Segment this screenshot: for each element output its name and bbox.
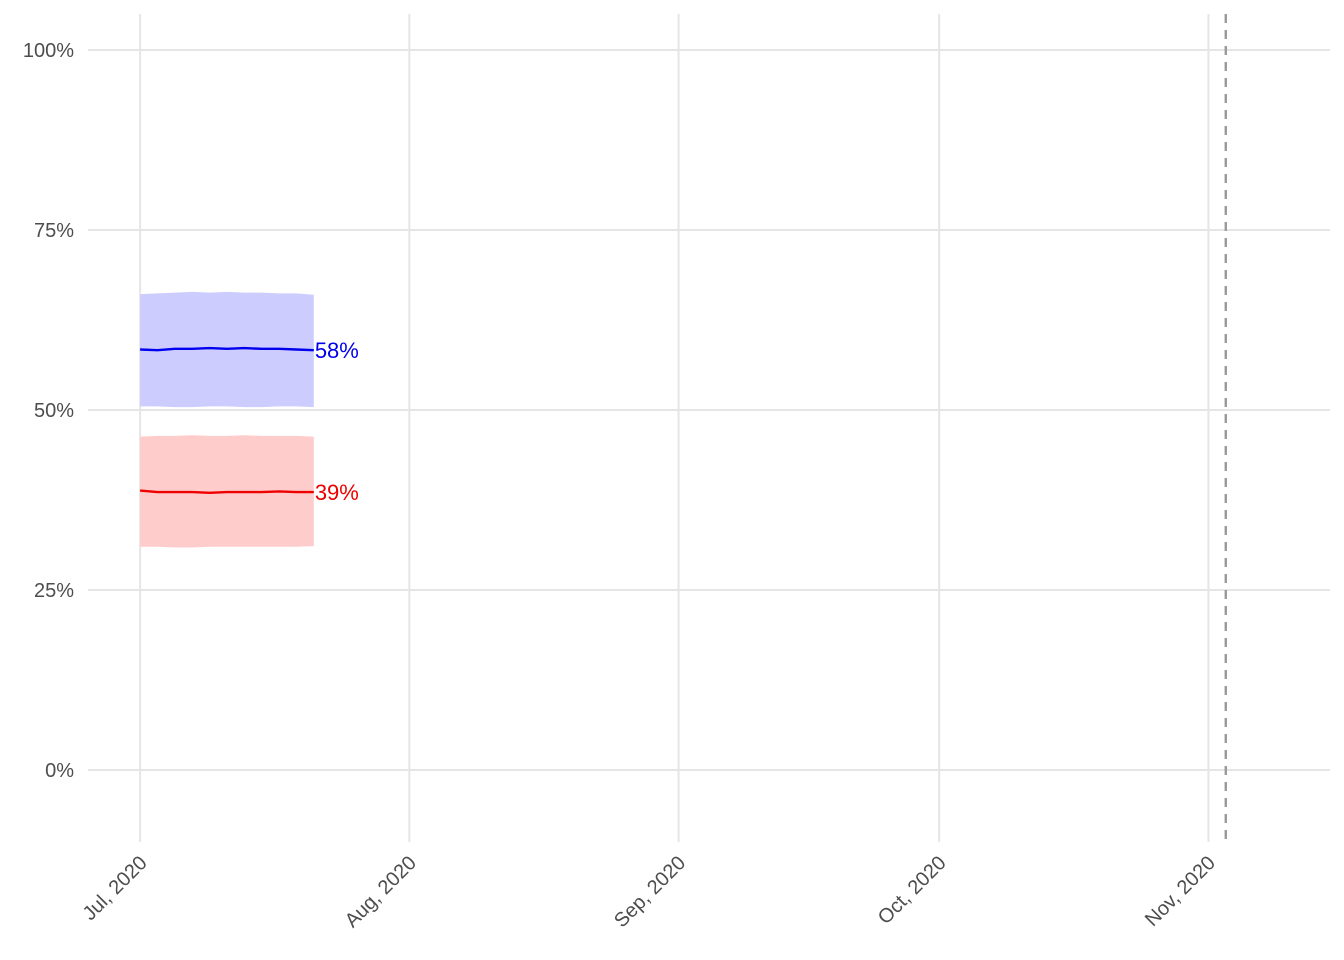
grid <box>88 14 1330 842</box>
confidence-bands <box>140 291 314 548</box>
x-tick-label: Sep, 2020 <box>610 852 690 932</box>
end-label-0: 58% <box>315 338 359 363</box>
series-lines <box>139 346 314 494</box>
y-tick-label: 25% <box>34 580 74 602</box>
y-tick-label: 0% <box>45 760 74 782</box>
x-tick-label: Aug, 2020 <box>341 852 421 932</box>
series-line-1 <box>139 489 314 494</box>
end-label-1: 39% <box>315 480 359 505</box>
x-tick-label: Oct, 2020 <box>874 852 951 929</box>
y-tick-label: 50% <box>34 400 74 422</box>
x-tick-label: Jul, 2020 <box>79 852 152 925</box>
y-tick-label: 100% <box>23 40 74 62</box>
y-tick-label: 75% <box>34 220 74 242</box>
x-tick-label: Nov, 2020 <box>1141 852 1220 931</box>
series-line-0 <box>140 346 314 352</box>
